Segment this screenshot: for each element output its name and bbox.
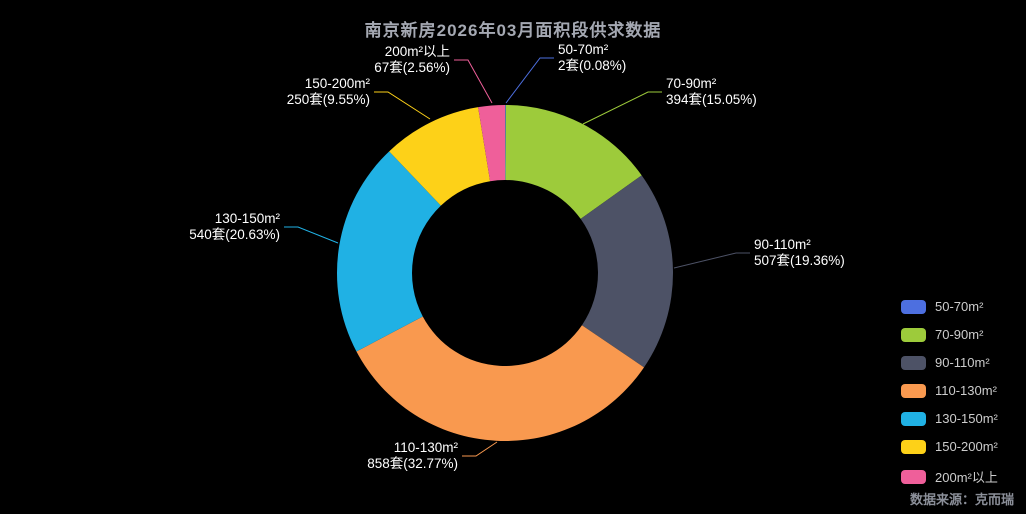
legend-label: 130-150m²	[935, 411, 998, 426]
label-line	[284, 226, 339, 244]
pie-slice-70-90m²[interactable]	[505, 105, 642, 219]
slice-label: 67套(2.56%)	[374, 60, 450, 75]
legend-item-200m²以上[interactable]: 200m²以上	[901, 467, 998, 486]
legend: 50-70m² 70-90m² 90-110m² 110-130m² 130-150m²…	[901, 299, 998, 486]
legend-label: 70-90m²	[935, 327, 984, 342]
legend-swatch	[901, 469, 926, 484]
slice-label: 110-130m²	[394, 440, 459, 455]
slice-label: 394套(15.05%)	[666, 92, 757, 107]
label-line	[673, 252, 750, 269]
legend-item-150-200m²[interactable]: 150-200m²	[901, 439, 998, 454]
legend-label: 110-130m²	[935, 383, 997, 398]
pie-slice-150-200m²[interactable]	[389, 107, 491, 206]
legend-item-130-150m²[interactable]: 130-150m²	[901, 411, 998, 426]
legend-item-70-90m²[interactable]: 70-90m²	[901, 327, 998, 342]
legend-item-90-110m²[interactable]: 90-110m²	[901, 355, 998, 370]
pie-slice-90-110m²[interactable]	[580, 175, 674, 368]
slice-label: 540套(20.63%)	[189, 227, 280, 242]
slice-label: 507套(19.36%)	[754, 253, 845, 268]
legend-item-50-70m²[interactable]: 50-70m²	[901, 299, 998, 314]
legend-swatch	[901, 327, 926, 342]
slice-label: 50-70m²	[558, 42, 609, 57]
chart-title: 南京新房2026年03月面积段供求数据	[364, 21, 662, 40]
label-line	[462, 441, 498, 457]
legend-swatch	[901, 383, 926, 398]
pie-slice-130-150m²[interactable]	[336, 151, 441, 352]
legend-label: 200m²以上	[935, 470, 998, 485]
slice-label: 130-150m²	[215, 211, 281, 226]
legend-item-110-130m²[interactable]: 110-130m²	[901, 383, 998, 398]
legend-label: 50-70m²	[935, 299, 984, 314]
legend-label: 90-110m²	[935, 355, 990, 370]
legend-swatch	[901, 355, 926, 370]
slice-label: 150-200m²	[305, 76, 371, 91]
label-line	[505, 57, 554, 104]
slice-label: 2套(0.08%)	[558, 58, 626, 73]
pie-slice-200m²以上[interactable]	[478, 105, 505, 182]
legend-swatch	[901, 439, 926, 454]
slice-label: 70-90m²	[666, 76, 717, 91]
legend-label: 150-200m²	[935, 439, 998, 454]
data-source: 数据来源：克而瑞	[909, 492, 1014, 507]
slice-label: 250套(9.55%)	[287, 92, 370, 107]
legend-swatch	[901, 299, 926, 314]
legend-swatch	[901, 411, 926, 426]
slice-label: 90-110m²	[754, 237, 811, 252]
label-line	[454, 59, 493, 104]
slice-label: 200m²以上	[385, 44, 450, 59]
label-line	[374, 91, 431, 120]
slice-label: 858套(32.77%)	[367, 456, 458, 471]
pie-slice-110-130m²[interactable]	[356, 316, 644, 442]
label-line	[582, 91, 662, 125]
pie-slice-50-70m²[interactable]	[505, 104, 506, 180]
